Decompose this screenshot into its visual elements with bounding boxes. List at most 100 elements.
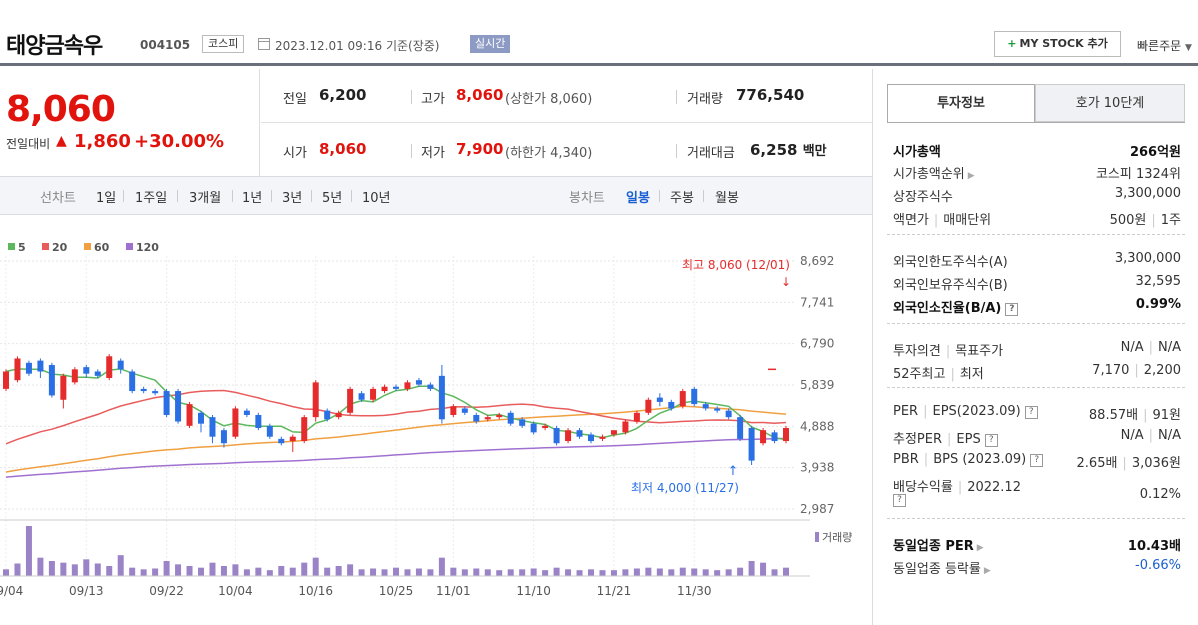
info-value-text: N/A — [1120, 428, 1144, 443]
x-tick-label: 11/21 — [597, 584, 632, 598]
stock-name: 태양금속우 — [6, 34, 103, 59]
period-10y[interactable]: 10년 — [362, 191, 391, 206]
volume-bar — [37, 557, 44, 576]
volume-bar — [381, 569, 388, 576]
price-chart[interactable]: 8,692 7,741 6,790 5,839 4,888 3,938 2,987 09/04… — [0, 216, 872, 625]
volume-bar — [473, 568, 480, 576]
legend-label: 60 — [94, 241, 110, 254]
amount-number: 6,258 — [750, 141, 798, 159]
info-value-text: 3,300,000 — [1114, 251, 1181, 266]
candle-weekly[interactable]: 주봉 — [670, 191, 694, 206]
tab-investment-info[interactable]: 투자정보 — [887, 84, 1035, 122]
info-key-text: EPS(2023.09) — [932, 404, 1021, 419]
ma-20-line — [5, 389, 787, 445]
info-key: 외국인보유주식수(B) — [893, 274, 1008, 293]
period-1d[interactable]: 1일 — [96, 191, 117, 206]
volume-bar — [542, 570, 549, 576]
volume-bar — [301, 562, 308, 576]
period-5y[interactable]: 5년 — [322, 191, 343, 206]
help-icon[interactable]: ? — [1030, 454, 1044, 467]
period-1y[interactable]: 1년 — [242, 191, 263, 206]
info-key-text: 최저 — [959, 367, 984, 382]
legend-swatch — [84, 243, 91, 250]
info-value: N/A | N/A — [1121, 428, 1181, 443]
candle-body — [186, 404, 193, 426]
info-value-text: 코스피 1324위 — [1095, 167, 1181, 182]
info-key: PBR | BPS (2023.09)? — [893, 452, 1044, 467]
current-price: 8,060 — [6, 89, 116, 130]
high-arrow-icon: ↓ — [781, 275, 791, 289]
info-value: 코스피 1324위 — [1096, 163, 1181, 182]
tab-order-book[interactable]: 호가 10단계 — [1035, 84, 1185, 122]
candle-body — [725, 410, 732, 418]
candle-body — [702, 404, 709, 409]
info-key-text: 목표주가 — [955, 344, 1004, 359]
candle-body — [622, 421, 629, 433]
info-value-text: 2,200 — [1143, 363, 1181, 378]
candle-daily[interactable]: 일봉 — [626, 191, 650, 206]
candle-body — [106, 356, 113, 379]
x-tick-label: 11/10 — [516, 584, 551, 598]
line-chart-label: 선차트 — [40, 191, 76, 206]
open-label: 시가 — [283, 146, 307, 161]
volume-bar — [220, 566, 227, 576]
x-tick-label: 11/01 — [436, 584, 471, 598]
amount-value: 6,258 백만 — [750, 140, 827, 159]
info-value: N/A | N/A — [1121, 340, 1181, 355]
info-row: 외국인소진율(B/A)? 0.99% — [893, 295, 1181, 317]
candle-body — [255, 414, 262, 429]
divider — [703, 190, 704, 202]
info-key: 배당수익률 | 2022.12 — [893, 476, 1021, 495]
divider: | — [950, 367, 955, 382]
volume-bar — [507, 569, 514, 576]
candle-body — [484, 417, 491, 420]
info-value-text: 88.57배 — [1088, 408, 1139, 423]
candle-body — [152, 391, 159, 394]
volume-bar — [415, 568, 422, 576]
help-icon[interactable]: ? — [1005, 303, 1019, 316]
info-key[interactable]: 동일업종 등락률 ▶ — [893, 558, 991, 577]
help-icon[interactable]: ? — [1024, 406, 1038, 419]
plus-icon: + — [1007, 37, 1017, 50]
candle-body — [71, 369, 78, 383]
volume-bar — [645, 567, 652, 576]
period-1w[interactable]: 1주일 — [135, 191, 168, 206]
period-3y[interactable]: 3년 — [282, 191, 303, 206]
open-value: 8,060 — [319, 140, 367, 158]
info-value-text: N/A — [1120, 340, 1144, 355]
volume-legend-label: 거래량 — [822, 531, 852, 544]
info-value-text: 10.43배 — [1127, 539, 1181, 554]
help-icon[interactable]: ? — [893, 494, 906, 507]
info-key[interactable]: 시가총액순위 ▶ — [893, 163, 975, 182]
info-row: PER | EPS(2023.09)? 88.57배 | 91원 — [893, 402, 1181, 424]
period-3m[interactable]: 3개월 — [189, 191, 222, 206]
chevron-right-icon: ▶ — [983, 566, 991, 576]
candle-body — [691, 388, 698, 405]
candle-body — [610, 430, 617, 435]
divider — [351, 190, 352, 202]
candle-body — [278, 438, 285, 444]
high-annotation: 최고 8,060 (12/01) — [682, 258, 790, 272]
candle-monthly[interactable]: 월봉 — [715, 191, 739, 206]
candle-body — [175, 391, 182, 422]
info-key-text: 시가총액순위 — [893, 167, 965, 182]
quick-order-link[interactable]: 빠른주문 ▼ — [1137, 37, 1192, 54]
volume-bar — [83, 559, 90, 576]
info-row: 추정PER | EPS? N/A | N/A — [893, 426, 1181, 448]
ma-60-line — [5, 405, 787, 473]
quote-row: 전일 6,200 고가 8,060 (상한가 8,060) 거래량 776,54… — [261, 69, 872, 122]
candle-body — [266, 425, 273, 437]
realtime-badge[interactable]: 실시간 — [470, 35, 511, 53]
change-percent: +30.00% — [134, 131, 225, 152]
info-value-text: N/A — [1158, 340, 1181, 355]
divider — [123, 190, 124, 202]
volume-bar — [25, 526, 32, 576]
volume-bar — [588, 569, 594, 576]
info-key[interactable]: 동일업종 PER ▶ — [893, 535, 984, 554]
help-icon[interactable]: ? — [984, 434, 998, 447]
candle-body — [748, 428, 755, 461]
volume-bar — [209, 562, 216, 576]
section-divider — [887, 387, 1185, 388]
add-mystock-button[interactable]: + MY STOCK 추가 — [994, 31, 1121, 57]
info-value: 266억원 — [1130, 141, 1181, 160]
